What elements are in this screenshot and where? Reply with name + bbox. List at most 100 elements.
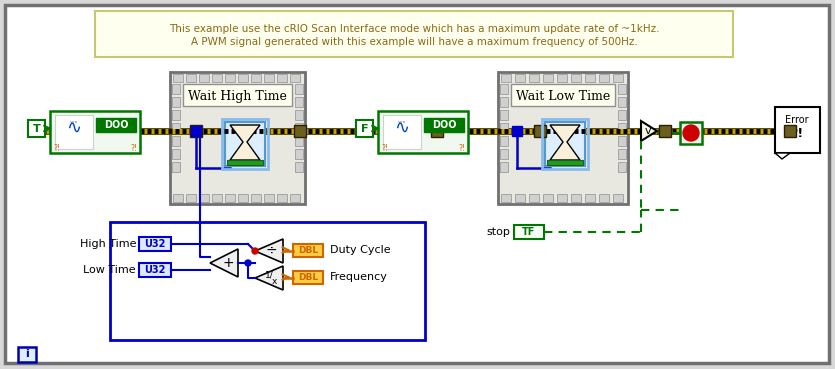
Polygon shape [775, 153, 790, 159]
Bar [172, 97, 180, 107]
Circle shape [683, 125, 699, 141]
Text: F: F [361, 124, 368, 134]
Bar [378, 111, 468, 153]
Bar [500, 110, 508, 120]
Bar [186, 194, 196, 202]
Text: i: i [25, 349, 29, 359]
Bar [225, 122, 265, 166]
Text: Duty Cycle: Duty Cycle [330, 245, 391, 255]
Bar [295, 136, 303, 146]
Bar [183, 84, 292, 106]
Bar [172, 149, 180, 159]
Text: Frequency: Frequency [330, 272, 388, 282]
Bar [498, 72, 628, 204]
Bar [227, 160, 263, 165]
Text: High Time: High Time [79, 239, 136, 249]
Bar [295, 123, 303, 133]
Bar [659, 125, 671, 137]
Bar [529, 74, 539, 82]
Bar [170, 72, 305, 204]
Bar [618, 149, 626, 159]
Bar [613, 194, 623, 202]
Text: x: x [271, 277, 276, 286]
Bar [55, 115, 93, 149]
Bar [618, 162, 626, 172]
Bar [599, 194, 609, 202]
Polygon shape [641, 121, 657, 141]
Text: ?!: ?! [458, 144, 465, 152]
Bar [618, 123, 626, 133]
Text: DOO: DOO [432, 120, 456, 130]
Text: DBL: DBL [298, 272, 318, 282]
Bar [225, 194, 235, 202]
Bar [534, 125, 546, 137]
Bar [110, 222, 425, 340]
Bar [251, 74, 261, 82]
Text: ?!: ?! [53, 144, 60, 152]
Text: DOO: DOO [104, 120, 129, 130]
Bar [96, 118, 136, 132]
Bar [431, 125, 443, 137]
Bar [264, 74, 274, 82]
Bar [225, 74, 235, 82]
Text: ∿: ∿ [394, 119, 409, 137]
Bar [290, 194, 300, 202]
Text: ᵥᵥᵥ: ᵥᵥᵥ [69, 118, 78, 124]
Bar [222, 119, 268, 169]
Bar [501, 74, 511, 82]
Bar [542, 119, 588, 169]
Text: ?!: ?! [382, 144, 388, 152]
Text: ∿: ∿ [67, 119, 82, 137]
Bar [500, 84, 508, 94]
Bar [547, 160, 583, 165]
Bar [18, 347, 36, 362]
Bar [251, 194, 261, 202]
Polygon shape [255, 266, 283, 290]
Bar [515, 74, 525, 82]
Bar [212, 74, 222, 82]
Bar [199, 194, 209, 202]
Bar [294, 125, 306, 137]
Bar [290, 74, 300, 82]
Text: T: T [33, 124, 40, 134]
Bar [557, 194, 567, 202]
Bar [295, 149, 303, 159]
Text: This example use the cRIO Scan Interface mode which has a maximum update rate of: This example use the cRIO Scan Interface… [169, 24, 660, 34]
Bar [529, 194, 539, 202]
Text: ᵥᵥᵥ: ᵥᵥᵥ [397, 118, 407, 124]
Bar [514, 225, 544, 239]
Bar [356, 120, 373, 137]
Text: ?!: ?! [791, 127, 803, 139]
Bar [295, 97, 303, 107]
Text: ÷: ÷ [266, 244, 277, 258]
Bar [383, 115, 421, 149]
Text: +: + [222, 256, 234, 270]
Text: stop: stop [486, 227, 510, 237]
Text: U32: U32 [144, 265, 165, 275]
Bar [557, 74, 567, 82]
Bar [501, 194, 511, 202]
Bar [618, 84, 626, 94]
Text: TF: TF [523, 227, 536, 237]
Bar [50, 111, 140, 153]
Bar [511, 84, 615, 106]
Bar [277, 74, 287, 82]
Bar [500, 162, 508, 172]
Bar [680, 122, 702, 144]
Bar [191, 126, 201, 136]
Bar [295, 84, 303, 94]
Text: Wait High Time: Wait High Time [188, 90, 286, 103]
Bar [515, 194, 525, 202]
Bar [172, 162, 180, 172]
Bar [618, 136, 626, 146]
Bar [500, 123, 508, 133]
Text: Error: Error [785, 115, 809, 125]
Bar [186, 74, 196, 82]
Bar [599, 74, 609, 82]
Bar [295, 110, 303, 120]
Bar [212, 194, 222, 202]
Polygon shape [255, 239, 283, 263]
Bar [784, 125, 796, 137]
Bar [545, 122, 585, 166]
Bar [238, 74, 248, 82]
